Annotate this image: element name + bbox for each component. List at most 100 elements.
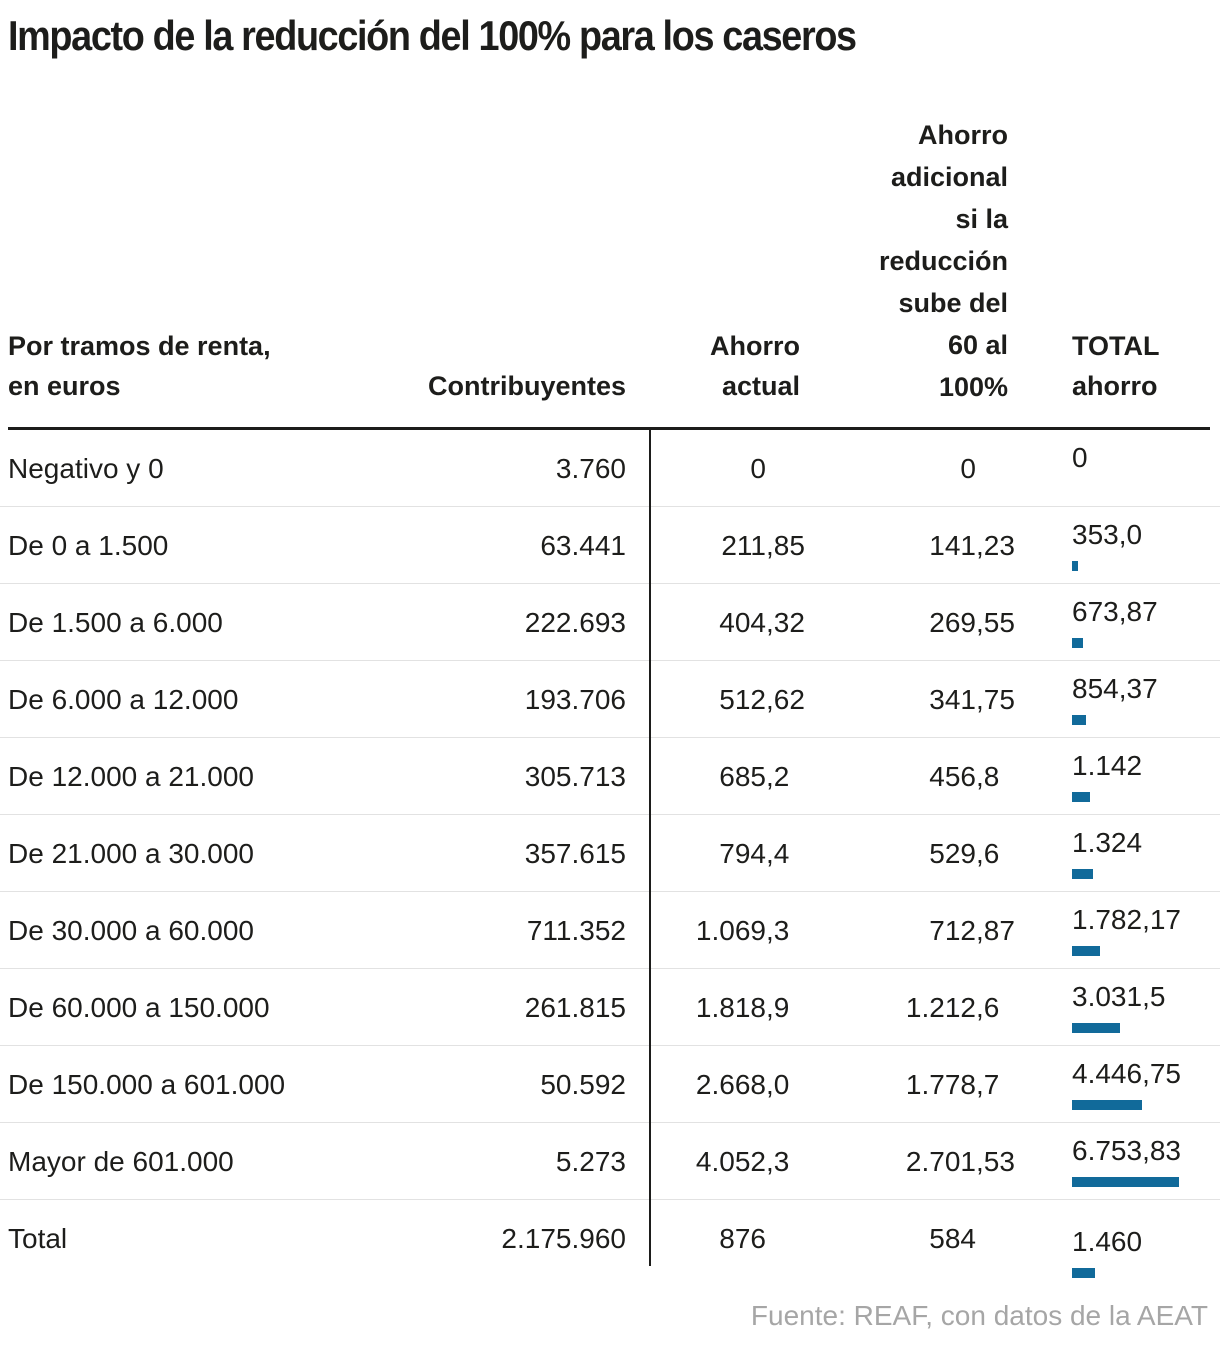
cell-ahorro-adicional: 1.778,7 — [811, 1069, 999, 1101]
cell-total-ahorro: 673,87 — [1072, 596, 1158, 627]
cell-contribuyentes: 261.815 — [524, 992, 626, 1023]
value-decimal-part: ,4 — [766, 838, 790, 869]
column-header-tramos: Por tramos de renta, en euros — [8, 331, 271, 401]
cell-ahorro-adicional: 456,8 — [811, 761, 999, 793]
cell-total-ahorro: 3.031,5 — [1072, 981, 1166, 1012]
column-header-ahorro-actual: Ahorro actual — [710, 331, 800, 401]
value-integer-part: 141 — [929, 530, 976, 561]
table-row: De 21.000 a 30.000 357.615 794,4 529,6 1.324 — [0, 815, 1220, 892]
value-decimal-part: ,53 — [976, 1146, 1015, 1177]
total-ahorro-bar — [1072, 946, 1101, 956]
table-row: De 30.000 a 60.000 711.352 1.069,3 712,87 1.… — [0, 892, 1220, 969]
cell-tramo: De 150.000 a 601.000 — [8, 1069, 286, 1100]
cell-contribuyentes: 5.273 — [555, 1146, 626, 1177]
value-integer-part: 2.668 — [695, 1069, 766, 1100]
table-row: Negativo y 0 3.760 0 0 0 — [0, 430, 1220, 507]
total-ahorro-bar — [1072, 792, 1091, 802]
table-row: De 6.000 a 12.000 193.706 512,62 341,75 854,… — [0, 661, 1220, 738]
value-integer-part: 685 — [719, 761, 766, 792]
table-row: De 12.000 a 21.000 305.713 685,2 456,8 1.142 — [0, 738, 1220, 815]
value-integer-part: 529 — [929, 838, 976, 869]
table-row: De 150.000 a 601.000 50.592 2.668,0 1.778,7… — [0, 1046, 1220, 1123]
cell-contribuyentes: 193.706 — [524, 684, 626, 715]
table-row: De 0 a 1.500 63.441 211,85 141,23 353,0 — [0, 507, 1220, 584]
value-integer-part: 584 — [929, 1223, 976, 1254]
column-header-total-ahorro: TOTAL ahorro — [1072, 331, 1160, 401]
value-decimal-part: ,87 — [976, 915, 1015, 946]
cell-ahorro-actual: 0 — [651, 453, 766, 485]
cell-contribuyentes: 357.615 — [524, 838, 626, 869]
cell-total-ahorro: 854,37 — [1072, 673, 1158, 704]
value-integer-part: 2.701 — [905, 1146, 976, 1177]
cell-total-ahorro: 353,0 — [1072, 519, 1143, 550]
cell-ahorro-adicional: 2.701,53 — [811, 1146, 1015, 1178]
cell-tramo: Total — [8, 1223, 68, 1254]
cell-tramo: De 1.500 a 6.000 — [8, 607, 223, 638]
value-decimal-part: ,32 — [766, 607, 805, 638]
cell-tramo: Negativo y 0 — [8, 453, 164, 484]
cell-contribuyentes: 63.441 — [540, 530, 626, 561]
value-decimal-part: ,2 — [766, 761, 790, 792]
value-decimal-part: ,6 — [976, 838, 1000, 869]
cell-ahorro-adicional: 341,75 — [811, 684, 1015, 716]
cell-contribuyentes: 222.693 — [524, 607, 626, 638]
value-integer-part: 1.778 — [905, 1069, 976, 1100]
value-integer-part: 404 — [719, 607, 766, 638]
cell-ahorro-actual: 1.818,9 — [651, 992, 789, 1024]
total-ahorro-bar — [1072, 638, 1083, 648]
value-decimal-part: ,0 — [766, 1069, 790, 1100]
table-body: Negativo y 0 3.760 0 0 0 De 0 a 1.500 63.441 21… — [0, 430, 1220, 1292]
total-ahorro-bar — [1072, 1100, 1143, 1110]
value-decimal-part: ,23 — [976, 530, 1015, 561]
value-integer-part: 0 — [750, 453, 766, 484]
cell-total-ahorro: 1.782,17 — [1072, 904, 1181, 935]
value-decimal-part: ,55 — [976, 607, 1015, 638]
cell-ahorro-actual: 2.668,0 — [651, 1069, 789, 1101]
value-decimal-part: ,7 — [976, 1069, 1000, 1100]
total-ahorro-bar — [1072, 1177, 1179, 1187]
value-integer-part: 512 — [719, 684, 766, 715]
cell-ahorro-actual: 794,4 — [651, 838, 789, 870]
value-decimal-part: ,9 — [766, 992, 790, 1023]
cell-tramo: De 0 a 1.500 — [8, 530, 169, 561]
table-row: Mayor de 601.000 5.273 4.052,3 2.701,53 6.75… — [0, 1123, 1220, 1200]
value-integer-part: 4.052 — [695, 1146, 766, 1177]
cell-total-ahorro: 1.460 — [1072, 1226, 1143, 1257]
cell-total-ahorro: 6.753,83 — [1072, 1135, 1181, 1166]
cell-ahorro-adicional: 1.212,6 — [811, 992, 999, 1024]
table-row: De 60.000 a 150.000 261.815 1.818,9 1.212,6… — [0, 969, 1220, 1046]
table-row: De 1.500 a 6.000 222.693 404,32 269,55 673,8… — [0, 584, 1220, 661]
cell-tramo: De 60.000 a 150.000 — [8, 992, 270, 1023]
column-header-ahorro-adicional: Ahorro adicional si la reducción sube de… — [878, 120, 1008, 402]
cell-tramo: De 6.000 a 12.000 — [8, 684, 239, 715]
cell-ahorro-adicional: 584 — [811, 1223, 976, 1255]
cell-ahorro-adicional: 141,23 — [811, 530, 1015, 562]
cell-ahorro-actual: 512,62 — [651, 684, 805, 716]
cell-ahorro-actual: 685,2 — [651, 761, 789, 793]
cell-ahorro-adicional: 712,87 — [811, 915, 1015, 947]
chart-title: Impacto de la reducción del 100% para lo… — [8, 12, 857, 59]
value-integer-part: 712 — [929, 915, 976, 946]
value-integer-part: 1.069 — [695, 915, 766, 946]
total-ahorro-bar — [1072, 1268, 1096, 1278]
cell-tramo: De 12.000 a 21.000 — [8, 761, 254, 792]
total-ahorro-bar — [1072, 715, 1086, 725]
value-integer-part: 269 — [929, 607, 976, 638]
value-decimal-part: ,62 — [766, 684, 805, 715]
cell-contribuyentes: 2.175.960 — [501, 1223, 626, 1254]
cell-contribuyentes: 3.760 — [555, 453, 626, 484]
value-decimal-part: ,6 — [976, 992, 1000, 1023]
table-row: Total 2.175.960 876 584 1.460 — [0, 1200, 1220, 1292]
value-decimal-part: ,75 — [976, 684, 1015, 715]
value-integer-part: 341 — [929, 684, 976, 715]
cell-ahorro-actual: 1.069,3 — [651, 915, 789, 947]
value-decimal-part: ,3 — [766, 1146, 790, 1177]
cell-tramo: Mayor de 601.000 — [8, 1146, 234, 1177]
value-integer-part: 0 — [960, 453, 976, 484]
cell-contribuyentes: 305.713 — [524, 761, 626, 792]
value-integer-part: 211 — [721, 530, 766, 561]
cell-total-ahorro: 1.142 — [1072, 750, 1143, 781]
cell-total-ahorro: 4.446,75 — [1072, 1058, 1181, 1089]
value-decimal-part: ,8 — [976, 761, 1000, 792]
